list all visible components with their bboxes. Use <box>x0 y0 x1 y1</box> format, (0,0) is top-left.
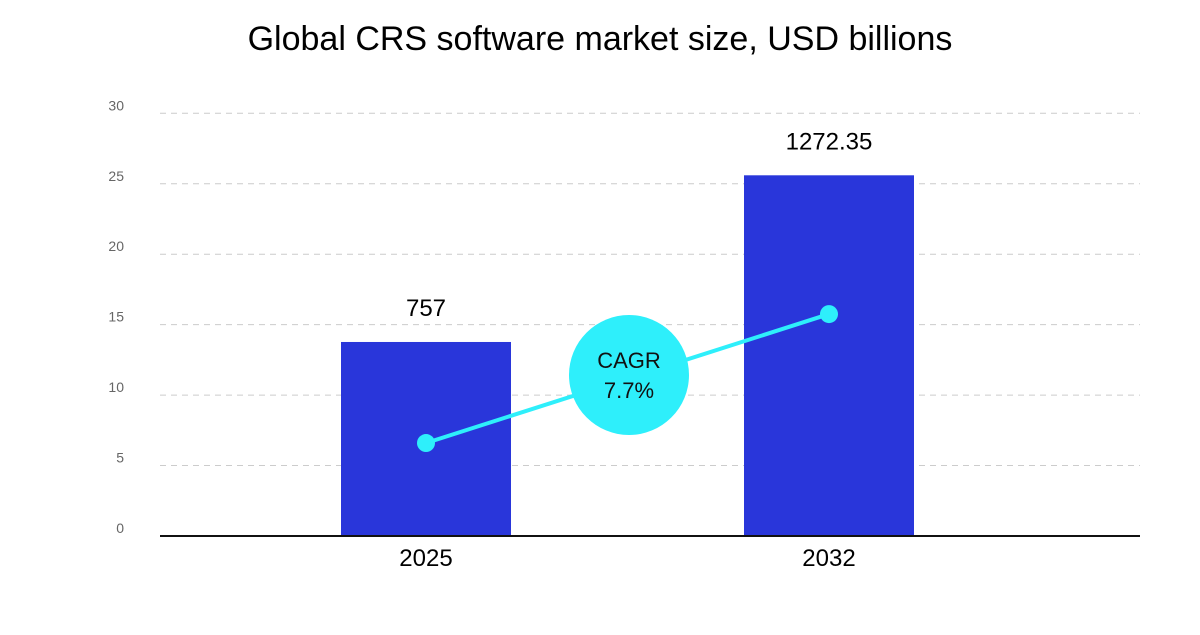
chart-title: Global CRS software market size, USD bil… <box>248 20 953 58</box>
y-tick-label: 30 <box>108 97 124 113</box>
trend-point <box>417 434 435 453</box>
cagr-label: CAGR <box>597 348 661 373</box>
y-tick-label: 15 <box>108 309 124 325</box>
bar-2032 <box>744 175 914 536</box>
cagr-bubble <box>569 315 689 435</box>
y-tick-label: 10 <box>108 379 124 395</box>
data-label: 1272.35 <box>786 128 873 155</box>
y-tick-label: 0 <box>116 520 124 536</box>
x-tick-label: 2032 <box>802 545 855 572</box>
cagr-value: 7.7% <box>604 378 654 403</box>
y-tick-label: 20 <box>108 238 124 254</box>
y-tick-label: 25 <box>108 168 124 184</box>
data-label: 757 <box>406 295 446 322</box>
x-tick-label: 2025 <box>399 545 452 572</box>
cagr-annotation: CAGR 7.7% <box>569 315 689 435</box>
trend-point <box>820 305 838 324</box>
y-tick-label: 5 <box>116 450 124 466</box>
